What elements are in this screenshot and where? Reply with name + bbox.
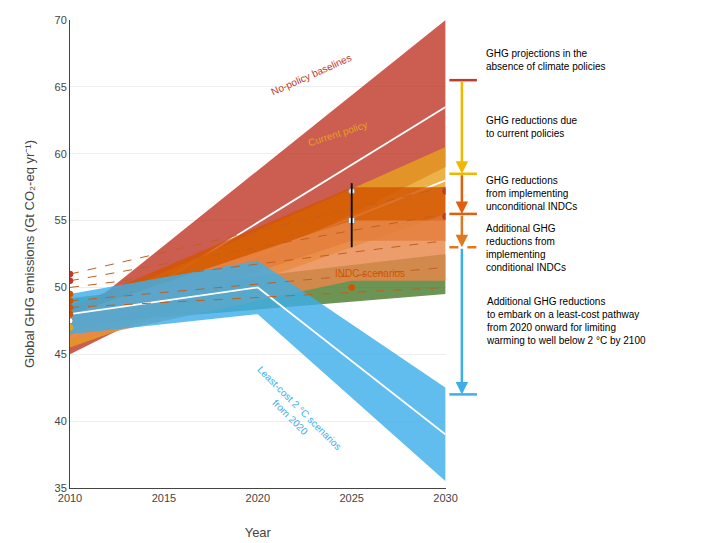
svg-text:2015: 2015 (152, 492, 176, 504)
svg-text:GHG reductionsfrom implementin: GHG reductionsfrom implementingunconditi… (486, 175, 577, 212)
svg-text:60: 60 (55, 148, 67, 160)
svg-text:2030: 2030 (433, 492, 457, 504)
svg-text:2020: 2020 (246, 492, 270, 504)
svg-text:Global GHG emissions (Gt CO₂-e: Global GHG emissions (Gt CO₂-eq yr⁻¹) (22, 140, 37, 368)
svg-text:GHG reductions dueto current p: GHG reductions dueto current policies (486, 115, 578, 139)
svg-text:55: 55 (55, 214, 67, 226)
svg-text:65: 65 (55, 81, 67, 93)
svg-text:Additional GHG reductionsto em: Additional GHG reductionsto embark on a … (486, 296, 646, 346)
svg-text:45: 45 (55, 348, 67, 360)
svg-text:GHG projections in theabsence: GHG projections in theabsence of climate… (486, 48, 606, 72)
svg-text:INDC scenarios: INDC scenarios (335, 268, 405, 279)
svg-text:50: 50 (55, 281, 67, 293)
svg-text:40: 40 (55, 415, 67, 427)
svg-text:Least-cost 2 °C scenariosfrom: Least-cost 2 °C scenariosfrom 2020 (246, 364, 344, 462)
svg-text:2010: 2010 (58, 492, 82, 504)
svg-text:Year: Year (245, 525, 272, 540)
svg-text:No-policy baselines: No-policy baselines (269, 52, 353, 97)
svg-text:Additional GHGreductions fromi: Additional GHGreductions fromimplementin… (486, 223, 566, 273)
svg-text:70: 70 (55, 14, 67, 26)
svg-text:2025: 2025 (339, 492, 363, 504)
svg-text:Current policy: Current policy (307, 119, 369, 149)
svg-text:35: 35 (55, 482, 67, 494)
